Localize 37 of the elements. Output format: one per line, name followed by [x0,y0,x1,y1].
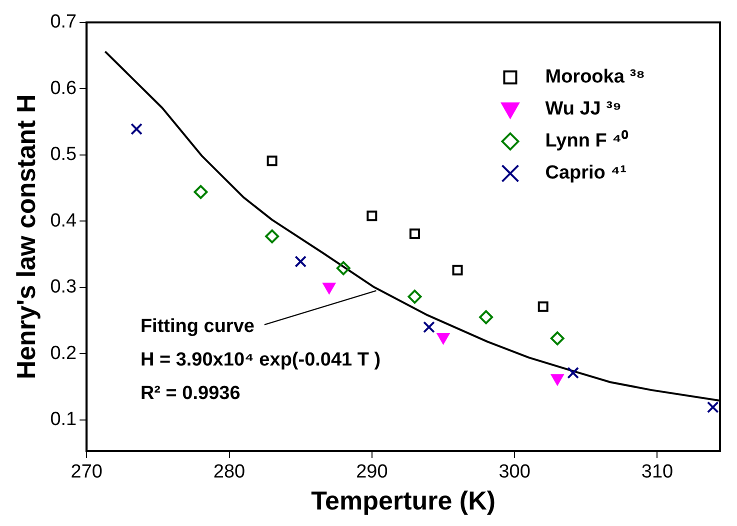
point [266,156,278,166]
point [265,229,280,244]
x-axis-title: Temperture (K) [311,486,496,516]
point [550,331,564,346]
x-tick-label: 300 [498,462,530,483]
point [479,310,494,324]
point [538,301,548,312]
y-axis-title: Henry's law constant H [10,94,41,380]
x-tick-label: 310 [641,462,674,483]
annotation: H = 3.90x10⁴ exp(-0.041 T ) [140,349,381,370]
legend-label: Wu JJ ³⁹ [545,98,622,120]
point [409,228,420,239]
point [567,366,580,379]
legend-label: Caprio ⁴¹ [545,162,626,184]
x-tick-label: 280 [213,462,246,483]
point [366,210,378,222]
point [336,261,350,276]
y-tick-label: 0.7 [50,12,77,33]
x-tick-label: 270 [70,462,102,483]
y-tick-label: 0.1 [50,409,77,430]
point [706,401,719,414]
annotation: R² = 0.9936 [140,382,240,404]
annotation: Fitting curve [140,316,254,337]
point [194,184,208,199]
x-tick-label: 290 [356,462,388,483]
point [130,123,142,136]
point [423,321,435,334]
y-tick-label: 0.6 [50,78,77,99]
legend-label: Morooka ³⁸ [545,66,646,88]
point [452,264,463,276]
legend-label: Lynn F ⁴⁰ [545,130,628,152]
y-tick-label: 0.2 [50,342,77,364]
y-tick-label: 0.3 [50,276,77,298]
point [408,290,422,304]
point [294,256,307,268]
y-tick-label: 0.5 [50,144,77,166]
y-tick-label: 0.4 [50,210,78,232]
